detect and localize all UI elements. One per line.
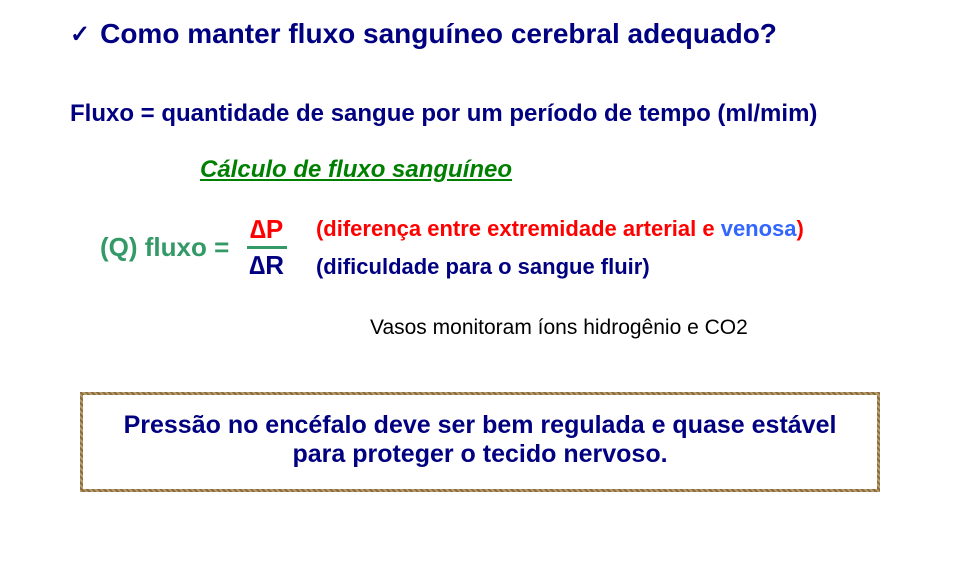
slide-title: Como manter fluxo sanguíneo cerebral ade… — [100, 18, 777, 50]
box-line2: para proteger o tecido nervoso. — [93, 440, 867, 469]
title-row: ✓ Como manter fluxo sanguíneo cerebral a… — [70, 18, 920, 50]
diff-venosa: venosa — [721, 216, 797, 241]
slide-content: ✓ Como manter fluxo sanguíneo cerebral a… — [0, 0, 960, 492]
formula-explain: (diferença entre extremidade arterial e … — [316, 216, 804, 280]
diffic-line: (dificuldade para o sangue fluir) — [316, 254, 804, 280]
q-label: (Q) fluxo = — [100, 232, 229, 263]
denominator: ∆R — [243, 249, 290, 281]
diff-prefix: (diferença entre extremidade arterial e — [316, 216, 721, 241]
calc-heading: Cálculo de fluxo sanguíneo — [200, 156, 920, 184]
definition-line: Fluxo = quantidade de sangue por um perí… — [70, 100, 920, 128]
check-icon: ✓ — [70, 20, 90, 49]
diff-suffix: ) — [797, 216, 804, 241]
box-line1: Pressão no encéfalo deve ser bem regulad… — [93, 411, 867, 440]
formula-row: (Q) fluxo = ∆P ∆R (diferença entre extre… — [100, 214, 920, 281]
highlight-box: Pressão no encéfalo deve ser bem regulad… — [80, 392, 880, 492]
vasos-line: Vasos monitoram íons hidrogênio e CO2 — [370, 316, 920, 340]
fraction: ∆P ∆R — [243, 214, 290, 281]
numerator: ∆P — [244, 214, 289, 246]
diff-line: (diferença entre extremidade arterial e … — [316, 216, 804, 242]
